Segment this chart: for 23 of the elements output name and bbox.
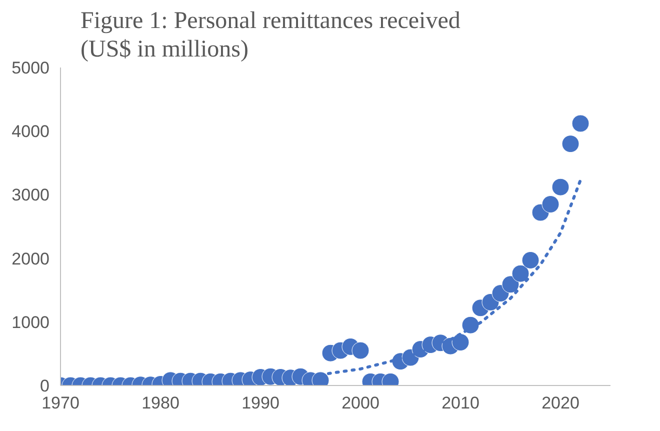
x-tick-label: 1990 <box>242 394 280 412</box>
y-tick-label: 5000 <box>12 58 50 78</box>
point <box>552 178 570 196</box>
point <box>522 251 540 269</box>
x-tick-label: 2010 <box>442 394 480 412</box>
y-tick-label: 0 <box>40 376 50 396</box>
chart-title: Figure 1: Personal remittances received (US$ in millions) <box>80 8 460 62</box>
point <box>502 276 520 294</box>
x-tick-label: 2020 <box>542 394 580 412</box>
point <box>572 114 590 132</box>
x-tick-label: 1980 <box>142 394 180 412</box>
y-tick-label: 4000 <box>12 122 50 142</box>
point <box>462 316 480 334</box>
point <box>352 342 370 360</box>
y-tick-label: 2000 <box>12 249 50 268</box>
point <box>452 334 470 351</box>
y-tick-label: 1000 <box>12 312 50 332</box>
y-tick-label: 3000 <box>12 186 50 205</box>
point <box>512 264 530 282</box>
point <box>562 135 580 153</box>
point <box>542 196 560 213</box>
x-tick-label: 1970 <box>42 394 80 412</box>
x-tick-label: 2000 <box>342 394 380 412</box>
